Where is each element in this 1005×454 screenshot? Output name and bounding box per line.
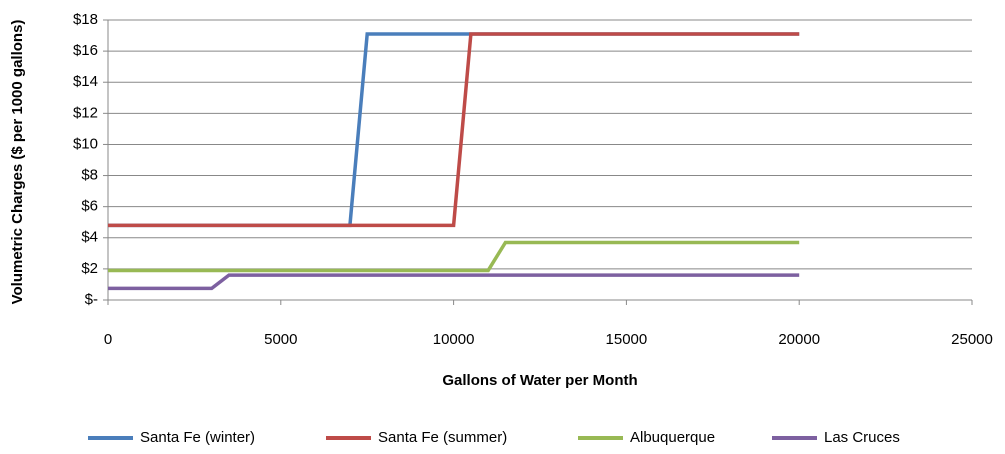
y-tick-label: $12 xyxy=(73,104,98,121)
x-axis-title: Gallons of Water per Month xyxy=(442,372,637,389)
y-tick-label: $8 xyxy=(81,167,98,184)
legend-label: Las Cruces xyxy=(824,429,900,446)
legend-label: Albuquerque xyxy=(630,429,715,446)
x-tick-label: 5000 xyxy=(264,331,297,348)
x-tick-label: 10000 xyxy=(433,331,475,348)
series-line xyxy=(108,32,800,228)
y-tick-label: $6 xyxy=(81,198,98,215)
legend-label: Santa Fe (winter) xyxy=(140,429,255,446)
x-tick-label: 25000 xyxy=(951,331,993,348)
y-tick-label: $10 xyxy=(73,135,98,152)
y-tick-label: $2 xyxy=(81,260,98,277)
y-tick-label: $- xyxy=(85,291,98,308)
legend-label: Santa Fe (summer) xyxy=(378,429,507,446)
y-tick-label: $18 xyxy=(73,11,98,28)
series-line xyxy=(108,240,800,273)
series-line xyxy=(108,32,800,228)
x-tick-label: 0 xyxy=(104,331,112,348)
y-axis-title: Volumetric Charges ($ per 1000 gallons) xyxy=(9,20,26,305)
y-tick-label: $4 xyxy=(81,229,98,246)
series-line xyxy=(108,273,800,291)
x-tick-label: 15000 xyxy=(606,331,648,348)
x-tick-label: 20000 xyxy=(778,331,820,348)
y-tick-label: $14 xyxy=(73,73,98,90)
y-tick-label: $16 xyxy=(73,42,98,59)
